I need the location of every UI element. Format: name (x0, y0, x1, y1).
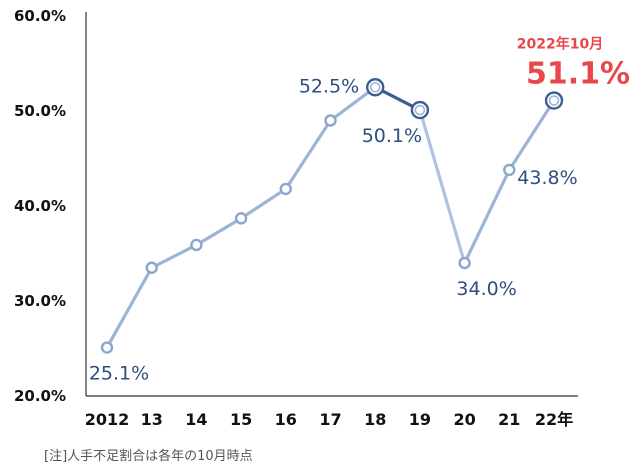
data-label: 52.5% (299, 75, 359, 97)
data-point (100, 341, 114, 354)
data-point-inner (548, 95, 560, 106)
line-segment (507, 98, 556, 172)
series-markers (100, 78, 564, 354)
data-labels: 25.1% 52.5% 50.1% 34.0% 43.8% (89, 75, 578, 384)
highlight-date-label: 2022年10月 (517, 36, 603, 53)
data-point-inner (414, 104, 426, 116)
series-line (105, 85, 556, 350)
x-tick-label: 16 (275, 410, 297, 429)
y-tick-label: 60.0% (14, 7, 66, 25)
line-segment (463, 168, 511, 265)
x-axis-ticks: 2012 13 14 15 16 17 18 19 20 21 22年 (85, 410, 573, 429)
x-tick-label: 13 (141, 410, 163, 429)
data-point (279, 182, 292, 196)
data-label: 43.8% (517, 167, 577, 189)
x-tick-label: 20 (453, 410, 475, 429)
data-point-inner (369, 81, 381, 93)
x-tick-label: 22年 (535, 410, 573, 429)
data-label: 25.1% (89, 363, 149, 385)
highlight-value-label: 51.1% (526, 57, 630, 92)
line-segment (150, 243, 198, 270)
data-point (145, 261, 158, 274)
chart-note: [注]人手不足割合は各年の10月時点 (44, 448, 253, 464)
line-segment (328, 85, 377, 123)
x-tick-label: 14 (185, 410, 207, 429)
axes (85, 12, 578, 397)
x-tick-label: 19 (409, 410, 431, 429)
data-label: 50.1% (362, 125, 422, 147)
x-tick-label: 17 (319, 410, 341, 429)
y-tick-label: 30.0% (14, 292, 66, 310)
line-segment (418, 108, 467, 265)
x-tick-label: 2012 (85, 410, 130, 429)
y-tick-label: 20.0% (14, 387, 66, 405)
data-point (234, 212, 248, 225)
line-segment (284, 118, 333, 191)
line-segment (194, 216, 243, 247)
x-tick-label: 18 (364, 410, 386, 429)
line-segment (105, 266, 154, 350)
y-axis-ticks: 20.0% 30.0% 40.0% 50.0% 60.0% (14, 7, 66, 405)
y-tick-label: 50.0% (14, 102, 66, 120)
data-point (190, 238, 203, 252)
x-tick-label: 15 (230, 410, 252, 429)
data-point (503, 163, 516, 177)
data-point (324, 114, 337, 127)
y-tick-label: 40.0% (14, 197, 66, 215)
line-segment (239, 187, 288, 220)
data-point (458, 256, 471, 270)
x-tick-label: 21 (498, 410, 520, 429)
data-label: 34.0% (456, 278, 516, 300)
